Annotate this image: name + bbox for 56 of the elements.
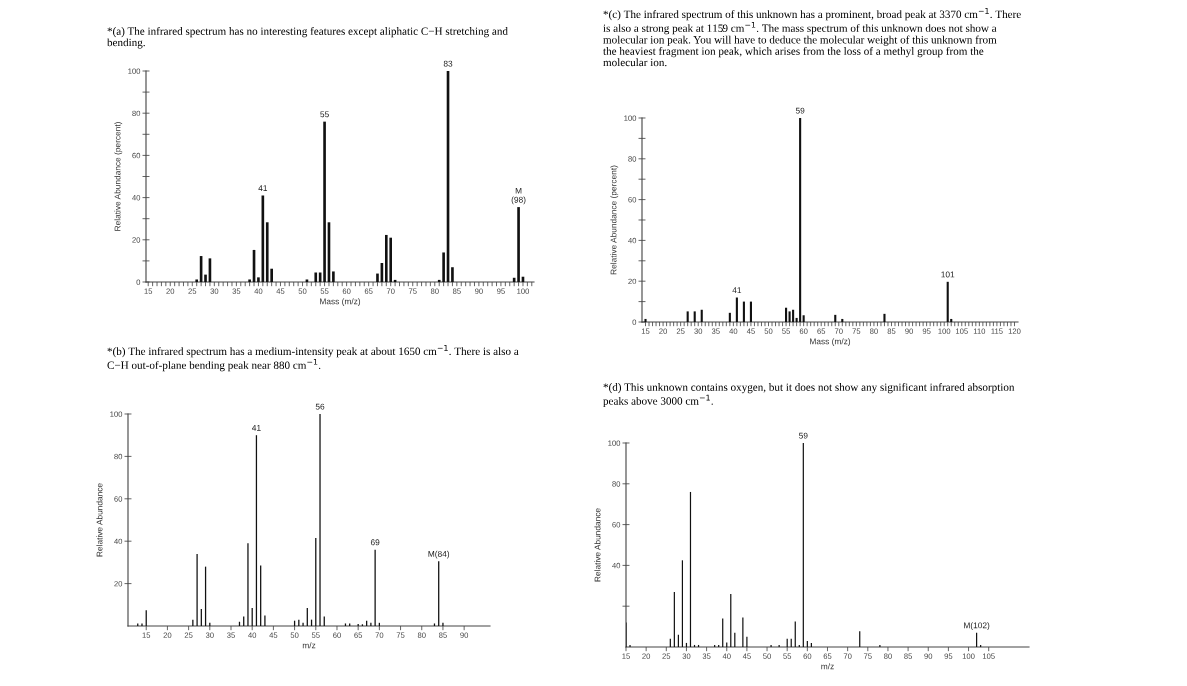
bar xyxy=(834,314,837,322)
bar xyxy=(384,234,388,282)
annotation: 41 xyxy=(732,287,742,294)
x-axis-title: m/z xyxy=(821,663,834,670)
annotation: M(84) xyxy=(428,550,450,559)
bar xyxy=(802,315,805,322)
chart-title: *(b) The infrared spectrum has a medium-intensity peak at about 1650 cm$^{−1}$. There is also a C−H out-of-plane bending peak near 880 cm$^{−1}$. xyxy=(107,345,519,372)
annotation: 59 xyxy=(799,432,808,439)
bar xyxy=(693,311,696,322)
annotation: 55 xyxy=(320,111,329,118)
bar xyxy=(314,272,318,282)
annotation: M(102) xyxy=(964,622,990,630)
bar xyxy=(799,118,802,322)
bar xyxy=(700,309,703,322)
bar xyxy=(792,309,795,322)
bar xyxy=(946,281,949,322)
bar xyxy=(195,279,199,282)
y-axis-title: Relative Abundance xyxy=(96,483,103,557)
bar xyxy=(204,274,207,282)
bar xyxy=(451,267,454,282)
annotation: M (98) xyxy=(511,187,526,205)
chart-title: *(a) The infrared spectrum has no interesting features except aliphatic C−H stretching and bending. xyxy=(107,27,508,49)
bar xyxy=(644,318,647,322)
bar xyxy=(265,222,269,282)
bar xyxy=(442,252,445,282)
x-axis-title: Mass (m/z) xyxy=(320,298,361,306)
bar xyxy=(323,121,326,282)
y-axis-title: Relative Abundance xyxy=(594,508,601,582)
bar xyxy=(248,279,251,282)
bar xyxy=(788,311,791,322)
annotation: 59 xyxy=(795,107,805,114)
x-axis-title: Mass (m/z) xyxy=(810,338,851,346)
bar xyxy=(749,301,752,322)
bar xyxy=(257,277,260,282)
bar xyxy=(735,297,738,322)
x-axis-title: m/z xyxy=(302,642,316,649)
chart-title: *(c) The infrared spectrum of this unknown has a prominent, broad peak at 3370 cm$^{−1}$. There is also a strong peak at 1159 cm$^{−1}$. The mass spectrum of this unknown does not show a molecular ion peak. You will have to deduce the molecular weight of this unknown from the heaviest fragment ion peak, which arises from the loss of a methyl group from the molecular ion. xyxy=(603,8,1021,67)
bar xyxy=(376,273,379,282)
bar xyxy=(785,307,788,322)
annotation: 56 xyxy=(315,403,325,410)
annotation: 41 xyxy=(252,424,261,431)
bar xyxy=(686,311,689,322)
chart-title: *(d) This unknown contains oxygen, but it does not show any significant infrared absorption peaks above 3000 cm$^{−1}$. xyxy=(603,383,1015,408)
bar xyxy=(517,207,520,282)
bar xyxy=(883,313,886,322)
annotation: 69 xyxy=(370,539,380,546)
bar xyxy=(742,301,745,322)
annotation: 83 xyxy=(443,60,453,67)
bar xyxy=(728,312,731,322)
bar xyxy=(332,271,335,282)
y-axis-title: Relative Abundance (percent) xyxy=(114,122,123,231)
y-axis-title: Relative Abundance (percent) xyxy=(610,165,619,275)
bar xyxy=(841,318,844,322)
annotation: 101 xyxy=(941,271,955,278)
bar xyxy=(389,237,393,282)
annotation: 41 xyxy=(258,185,268,191)
